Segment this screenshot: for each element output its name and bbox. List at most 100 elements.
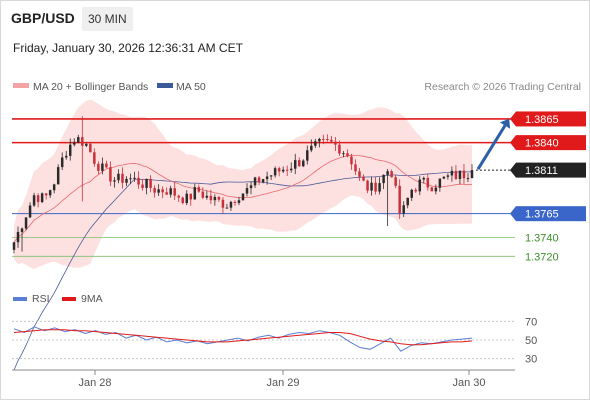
candle-body (298, 160, 301, 167)
candles (12, 116, 474, 254)
candle-body (36, 195, 40, 203)
candle-body (101, 163, 104, 171)
candle-body (153, 187, 156, 193)
level-label-box (516, 206, 586, 222)
rsi-tick-label: 50 (525, 335, 537, 347)
level-label-box (516, 111, 586, 127)
timeframe-badge[interactable]: 30 MIN (82, 7, 133, 31)
candle-body (418, 179, 422, 192)
candle-body (334, 141, 337, 145)
candle-body (137, 177, 140, 185)
candle-body (386, 171, 389, 175)
level-labels: 1.3865 1.3840 1.3811 1.3765 1.3740 1.3720 (510, 111, 586, 263)
chart-header: GBP/USD 30 MIN (0, 0, 590, 36)
candle-body (466, 178, 470, 180)
candle-body (390, 171, 393, 178)
candle-body (370, 182, 373, 191)
candle-body (253, 177, 257, 186)
candle-body (306, 150, 309, 161)
candle-body (20, 228, 24, 232)
candle-body (213, 196, 217, 201)
candle-body (69, 144, 72, 156)
candle-body (16, 231, 20, 243)
time-axis-ticks: Jan 28 Jan 29 Jan 30 (78, 370, 486, 389)
candle-body (225, 207, 229, 209)
candle-body (422, 177, 426, 180)
forecast-arrow-head (499, 118, 511, 129)
time-axis-label: Jan 28 (78, 377, 111, 389)
candle-body (121, 173, 124, 183)
timestamp: Friday, January 30, 2026 12:36:31 AM CET (13, 41, 243, 55)
candle-body (314, 141, 317, 146)
candle-body (406, 197, 409, 206)
forecast-arrow-shaft (476, 124, 507, 170)
candle-body (273, 168, 277, 176)
candle-body (354, 164, 357, 172)
candle-body (442, 176, 446, 179)
candle-body (446, 175, 450, 177)
candle-body (93, 152, 96, 164)
candle-body (201, 191, 205, 198)
rsi-legend-label: RSI (32, 293, 50, 305)
rsi-tick-label: 30 (525, 354, 537, 366)
candle-body (125, 178, 128, 183)
rsi-grid: 70 50 30 (12, 316, 537, 366)
candle-body (109, 167, 112, 182)
candle-body (237, 200, 241, 203)
candle-body (169, 188, 172, 195)
rsi-line (13, 326, 473, 352)
candle-body (85, 143, 88, 146)
level-label-pointer (510, 111, 516, 127)
candle-body (462, 170, 466, 179)
currency-pair-title: GBP/USD (11, 10, 75, 26)
candle-body (458, 170, 462, 179)
candle-body (173, 188, 176, 196)
candle-body (129, 178, 132, 180)
forecast-arrow (476, 118, 511, 170)
candle-body (277, 168, 281, 172)
level-label-pointer (510, 206, 516, 222)
candle-body (48, 190, 52, 196)
time-axis-label: Jan 30 (452, 377, 485, 389)
level-label-box (516, 135, 586, 151)
level-label-pointer (510, 135, 516, 151)
candle-body (64, 155, 68, 158)
candle-body (358, 171, 361, 177)
candle-body (149, 178, 152, 188)
ma50-legend-label: MA 50 (176, 81, 206, 93)
candle-body (269, 175, 273, 177)
rsi-tick-label: 70 (525, 316, 537, 328)
candle-body (157, 189, 160, 193)
candle-body (342, 153, 345, 155)
candle-body (394, 177, 397, 186)
candle-body (426, 177, 430, 188)
rsi-ma-line (13, 329, 473, 346)
candle-body (60, 157, 64, 168)
level-label-last: 1.3811 (525, 165, 558, 177)
candle-body (414, 189, 417, 192)
candle-body (310, 145, 313, 151)
level-label-resistance: 1.3840 (525, 138, 559, 150)
level-lines (12, 118, 515, 257)
candle-body (197, 187, 201, 192)
candle-body (145, 178, 148, 188)
level-label-box (516, 162, 586, 178)
candle-body (177, 195, 180, 198)
candle-body (281, 169, 285, 172)
candle-body (330, 139, 333, 142)
candle-body (77, 137, 80, 143)
candle-body (434, 187, 438, 192)
candle-body (261, 179, 265, 183)
level-label-resistance: 1.3865 (525, 114, 559, 126)
candle-body (133, 177, 136, 179)
candle-body (257, 177, 261, 183)
candle-body (165, 192, 168, 195)
candle-body (12, 242, 16, 250)
candle-body (382, 174, 385, 184)
level-label-pointer (510, 162, 516, 178)
candle-body (205, 195, 209, 198)
candle-body (322, 138, 325, 140)
candle-body (81, 137, 84, 146)
candle-body (438, 178, 442, 188)
